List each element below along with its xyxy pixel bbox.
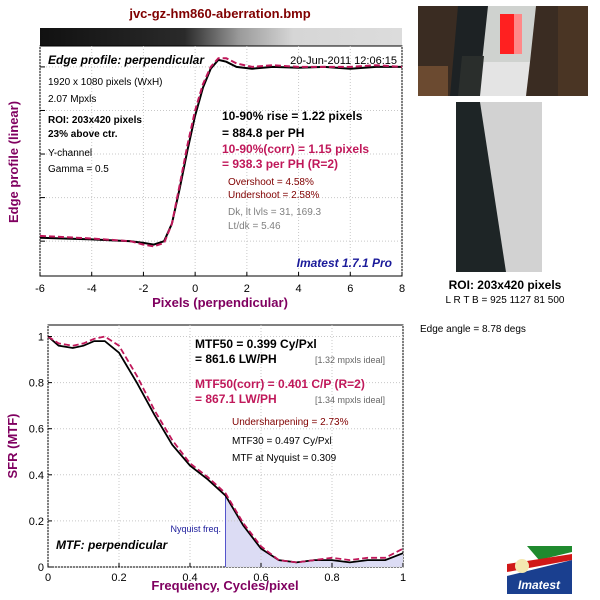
mtf50-ideal: [1.32 mpxls ideal] [315,355,385,365]
mtf-series-line [47,335,404,564]
edge-x-tick-label: 6 [347,283,353,295]
mtf50-corr-ideal: [1.34 mpxls ideal] [315,395,385,405]
roi-coordinates: L R T B = 925 1127 81 500 [445,295,565,306]
window-title: jvc-gz-hm860-aberration.bmp [129,6,311,21]
roi-preview [456,102,542,272]
rise-corr-line1: 10-90%(corr) = 1.15 pixels [222,142,369,156]
roi-label: ROI: 203x420 pixels [448,278,562,292]
logo-text: Imatest [518,578,561,592]
mtf-x-ticks: 0 0.2 0.4 0.6 0.8 1 [45,563,406,584]
mtf-x-tick-label: 0.2 [111,572,126,584]
info-dimensions: 1920 x 1080 pixels (WxH) [48,77,163,88]
edge-x-tick-label: -2 [139,283,149,295]
mtf-x-tick-label: 0.6 [253,572,268,584]
mtf-series-line [47,335,404,564]
mtf-y-ticks: 0 0.2 0.4 0.6 0.8 1 [29,332,52,574]
imatest-version: Imatest 1.7.1 Pro [297,256,392,270]
edge-header: Edge profile: perpendicular [48,53,205,67]
mtf-y-tick-label: 0 [38,562,44,574]
mtf50-line1: MTF50 = 0.399 Cy/Pxl [195,337,317,351]
edge-plot-frame [39,45,403,277]
mtf-x-tick-label: 1 [400,572,406,584]
edge-x-ticks: -6 -4 -2 0 2 4 6 8 [35,272,405,295]
mtf-y-axis-label: SFR (MTF) [5,414,20,479]
mtf-header: MTF: perpendicular [56,538,169,552]
info-channel: Y-channel [48,148,92,159]
edge-x-tick-label: 2 [244,283,250,295]
edge-x-tick-label: -6 [35,283,45,295]
mtf50-line2: = 861.6 LW/PH [195,352,277,366]
mtf-x-tick-label: 0.4 [182,572,197,584]
edge-x-tick-label: 0 [192,283,198,295]
nyquist-label: Nyquist freq. [170,524,221,534]
rise-line2: = 884.8 per PH [222,126,304,140]
info-roi: ROI: 203x420 pixels [48,115,142,126]
nyquist-region-fill [225,495,403,567]
edge-x-tick-label: 4 [296,283,302,295]
undersharpening-text: Undersharpening = 2.73% [232,417,349,428]
info-gamma: Gamma = 0.5 [48,164,109,175]
mtf50-corr-line2: = 867.1 LW/PH [195,392,277,406]
mtf-x-tick-label: 0 [45,572,51,584]
mtf50-corr-line1: MTF50(corr) = 0.401 C/P (R=2) [195,377,365,391]
light-dark-ratio: Lt/dk = 5.46 [228,221,281,232]
edge-y-axis-label: Edge profile (linear) [6,101,21,223]
dark-light-levels: Dk, lt lvls = 31, 169.3 [228,207,322,218]
info-roi-position: 23% above ctr. [48,129,118,140]
undershoot-text: Undershoot = 2.58% [228,190,320,201]
edge-x-tick-label: 8 [399,283,405,295]
rise-line1: 10-90% rise = 1.22 pixels [222,109,363,123]
mtf-y-tick-label: 0.4 [29,470,44,482]
mtf-nyquist-text: MTF at Nyquist = 0.309 [232,453,337,464]
mtf-y-tick-label: 1 [38,332,44,344]
mtf-x-tick-label: 0.8 [324,572,339,584]
edge-gradient-strip [40,28,402,46]
mtf-plot-series [47,335,404,564]
mtf-y-tick-label: 0.6 [29,424,44,436]
info-megapixels: 2.07 Mpxls [48,94,96,105]
rise-corr-line2: = 938.3 per PH (R=2) [222,157,338,171]
mtf-y-tick-label: 0.2 [29,516,44,528]
edge-date: 20-Jun-2011 12:06:15 [290,55,397,67]
image-thumbnail [418,6,588,96]
edge-plot-series [39,57,403,248]
overshoot-text: Overshoot = 4.58% [228,177,314,188]
edge-plot-grid [39,46,403,276]
imatest-logo: Imatest [507,546,572,594]
mtf-y-tick-label: 0.8 [29,378,44,390]
edge-x-tick-label: -4 [87,283,97,295]
mtf-x-axis-label: Frequency, Cycles/pixel [151,578,298,593]
edge-x-axis-label: Pixels (perpendicular) [152,295,288,310]
edge-series-line [39,57,403,248]
edge-angle-text: Edge angle = 8.78 degs [420,324,526,335]
mtf30-text: MTF30 = 0.497 Cy/Pxl [232,436,332,447]
